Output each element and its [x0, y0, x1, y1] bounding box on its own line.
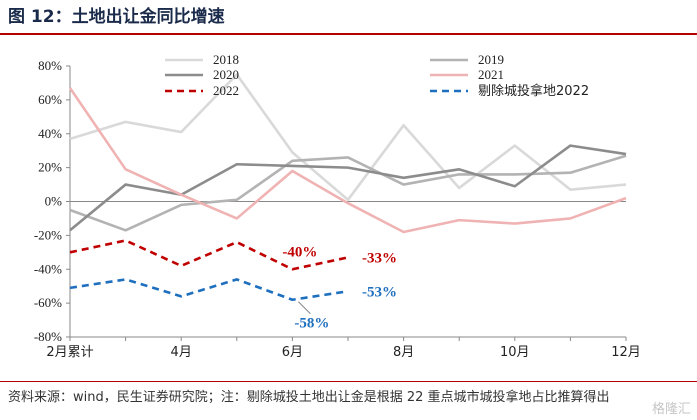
footer-rule — [0, 381, 697, 382]
x-tick-label: 8月 — [393, 345, 414, 360]
annotation-leader — [298, 301, 311, 315]
legend-label: 2019 — [478, 52, 504, 67]
y-tick-label: 0% — [45, 194, 63, 209]
chart-axes: 80% 60% 40% 20% 0% -20% -40% -60% -80%2月累计 4月 6月 8月… — [34, 58, 641, 360]
y-tick-label: 80% — [38, 58, 62, 73]
chart-series — [68, 73, 627, 302]
y-tick-label: 20% — [38, 160, 62, 175]
x-tick-label: 2月累计 — [46, 345, 93, 360]
series-line-2018 — [69, 73, 627, 202]
y-tick-label: -40% — [34, 261, 62, 276]
legend-label: 剔除城投拿地2022 — [478, 83, 589, 99]
series-line-剔除城投拿地2022 — [69, 278, 349, 302]
y-tick-label: -60% — [34, 295, 62, 310]
chart-legend: 2018 2019 2020 2021 2022 剔除城投拿地2022 — [165, 52, 589, 99]
x-tick-label: 10月 — [500, 345, 530, 360]
y-tick-label: 60% — [38, 92, 62, 107]
x-tick-label: 12月 — [611, 345, 641, 360]
chart-annotations: -40% -33% -53% -58% — [282, 244, 397, 331]
x-tick-label: 6月 — [282, 345, 303, 360]
y-tick-label: -80% — [34, 329, 62, 344]
y-tick-label: 40% — [38, 126, 62, 141]
legend-label: 2018 — [213, 52, 239, 67]
series-line-2021 — [68, 87, 627, 234]
source-note: 资料来源：wind，民生证券研究院；注：剔除城投土地出让金是根据 22 重点城市… — [8, 390, 610, 405]
data-annotation: -40% — [282, 244, 317, 260]
data-annotation: -58% — [294, 316, 329, 332]
series-line-2022 — [69, 239, 349, 271]
data-annotation: -53% — [362, 284, 397, 300]
legend-label: 2022 — [213, 83, 239, 98]
x-tick-label: 4月 — [171, 345, 192, 360]
legend-label: 2020 — [213, 67, 239, 82]
series-line-2020 — [69, 144, 627, 232]
watermark: 格隆汇 — [651, 402, 691, 417]
legend-label: 2021 — [478, 67, 504, 82]
y-tick-label: -20% — [34, 227, 62, 242]
title-rule — [0, 33, 697, 35]
figure-title: 图 12：土地出让金同比增速 — [8, 7, 225, 27]
data-annotation: -33% — [362, 250, 397, 266]
